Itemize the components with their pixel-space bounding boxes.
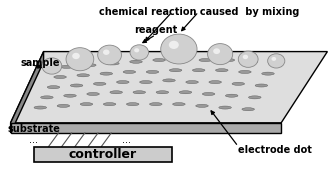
Ellipse shape (243, 55, 248, 59)
Ellipse shape (262, 72, 274, 75)
Ellipse shape (72, 53, 80, 59)
Ellipse shape (268, 62, 281, 65)
Ellipse shape (172, 103, 185, 106)
Ellipse shape (133, 91, 146, 94)
Ellipse shape (66, 48, 94, 71)
Ellipse shape (222, 58, 235, 62)
Text: chemical reaction caused  by mixing: chemical reaction caused by mixing (99, 8, 299, 17)
Ellipse shape (207, 44, 233, 65)
Ellipse shape (215, 69, 228, 72)
Ellipse shape (46, 62, 52, 66)
Ellipse shape (87, 93, 99, 96)
Ellipse shape (130, 45, 149, 60)
Ellipse shape (98, 45, 122, 65)
Text: reagent: reagent (134, 25, 177, 35)
Ellipse shape (245, 60, 258, 63)
Ellipse shape (77, 74, 90, 77)
Ellipse shape (156, 91, 168, 94)
Ellipse shape (127, 103, 139, 106)
Ellipse shape (107, 62, 119, 65)
Ellipse shape (47, 86, 60, 89)
Polygon shape (11, 123, 281, 133)
Ellipse shape (110, 91, 123, 94)
Ellipse shape (186, 81, 198, 84)
Ellipse shape (209, 81, 221, 84)
Text: ...: ... (122, 135, 131, 145)
Ellipse shape (238, 51, 258, 67)
Ellipse shape (192, 69, 205, 72)
Ellipse shape (176, 58, 188, 62)
Ellipse shape (255, 84, 268, 87)
Ellipse shape (225, 94, 238, 97)
Ellipse shape (130, 60, 142, 63)
Ellipse shape (84, 64, 96, 67)
Ellipse shape (103, 103, 116, 106)
Text: sample: sample (21, 58, 60, 68)
Ellipse shape (42, 58, 62, 74)
Text: substrate: substrate (7, 124, 60, 134)
Polygon shape (11, 52, 44, 133)
Ellipse shape (179, 91, 192, 94)
Ellipse shape (41, 96, 53, 99)
Ellipse shape (242, 108, 254, 111)
Ellipse shape (169, 69, 182, 72)
Ellipse shape (150, 103, 162, 106)
Ellipse shape (169, 41, 179, 49)
Text: ...: ... (29, 135, 38, 145)
Ellipse shape (271, 57, 276, 61)
Ellipse shape (196, 104, 208, 107)
Ellipse shape (100, 72, 113, 75)
Ellipse shape (219, 106, 231, 109)
Ellipse shape (80, 103, 93, 106)
Ellipse shape (103, 50, 110, 55)
Ellipse shape (64, 94, 76, 97)
Ellipse shape (268, 54, 285, 68)
Ellipse shape (239, 70, 251, 74)
Ellipse shape (146, 70, 159, 74)
Ellipse shape (70, 84, 83, 87)
Ellipse shape (94, 82, 106, 85)
Ellipse shape (199, 58, 211, 62)
Ellipse shape (153, 58, 166, 62)
Ellipse shape (60, 65, 73, 68)
Ellipse shape (134, 48, 139, 52)
Text: electrode dot: electrode dot (238, 145, 312, 155)
FancyBboxPatch shape (34, 147, 172, 162)
Ellipse shape (57, 104, 70, 107)
Ellipse shape (117, 81, 129, 84)
Ellipse shape (232, 82, 244, 85)
Ellipse shape (202, 93, 215, 96)
Text: controller: controller (69, 148, 137, 161)
Ellipse shape (248, 96, 261, 99)
Ellipse shape (54, 75, 66, 78)
Ellipse shape (163, 79, 175, 82)
Ellipse shape (140, 81, 152, 84)
Ellipse shape (123, 70, 136, 74)
Polygon shape (11, 52, 327, 123)
Ellipse shape (34, 106, 47, 109)
Ellipse shape (213, 48, 220, 54)
Ellipse shape (161, 34, 197, 64)
